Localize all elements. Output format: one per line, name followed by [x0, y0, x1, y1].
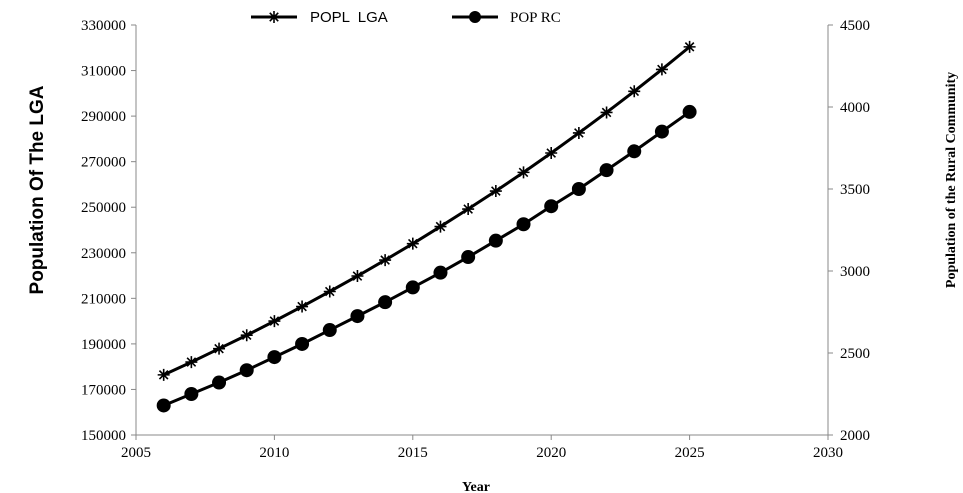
y-right-tick-label: 4500 — [840, 18, 870, 34]
x-tick-label: 2025 — [675, 445, 705, 461]
y-left-tick-label: 230000 — [81, 246, 126, 262]
data-point-star — [213, 342, 226, 355]
legend-label-pop-rc: POP RC — [510, 10, 561, 26]
data-point-star — [628, 85, 641, 98]
legend-label-popl-lga: POPL LGA — [310, 9, 388, 26]
x-axis-label: Year — [462, 480, 490, 493]
tick-labels: 2005 2010 2015 2020 2025 2030 150000 170000 1900… — [81, 18, 870, 461]
data-point-circle — [350, 309, 365, 324]
data-point-circle — [212, 375, 227, 390]
data-point-star — [572, 126, 585, 139]
y-left-tick-label: 210000 — [81, 291, 126, 307]
data-point-star — [434, 220, 447, 233]
data-point-circle — [239, 363, 254, 378]
data-point-star — [157, 368, 170, 381]
y-right-tick-label: 3000 — [840, 264, 870, 280]
y-right-tick-label: 4000 — [840, 100, 870, 116]
series-line — [163, 45, 691, 377]
data-point-circle — [322, 323, 337, 338]
y-right-tick-label: 2500 — [840, 346, 870, 362]
data-point-star — [268, 315, 281, 328]
data-point-circle — [405, 280, 420, 295]
y-left-tick-label: 290000 — [81, 109, 126, 125]
data-point-circle — [544, 199, 559, 214]
legend-star-marker — [268, 11, 280, 23]
series-layer — [156, 40, 697, 413]
data-point-star — [517, 166, 530, 179]
y-left-tick-label: 150000 — [81, 428, 126, 444]
series-line — [163, 110, 691, 407]
data-point-star — [185, 356, 198, 369]
x-tick-label: 2020 — [536, 445, 566, 461]
x-tick-label: 2030 — [813, 445, 843, 461]
data-point-circle — [184, 387, 199, 401]
axes — [131, 24, 833, 440]
data-point-star — [489, 185, 502, 198]
data-point-circle — [156, 398, 171, 413]
data-point-circle — [682, 104, 697, 119]
data-point-circle — [488, 233, 503, 248]
legend-item-pop-rc: POP RC — [452, 10, 561, 26]
data-point-star — [683, 40, 696, 53]
y-right-tick-label: 2000 — [840, 428, 870, 444]
legend-item-popl-lga: POPL LGA — [251, 9, 388, 26]
data-point-circle — [295, 336, 310, 351]
y-left-tick-label: 310000 — [81, 64, 126, 80]
y-axis-left-label: Population Of The LGA — [27, 85, 48, 294]
legend: POPL LGA POP RC — [251, 9, 561, 26]
y-left-tick-label: 190000 — [81, 337, 126, 353]
data-point-circle — [267, 350, 282, 365]
data-point-star — [545, 147, 558, 160]
data-point-star — [240, 329, 253, 342]
x-tick-label: 2005 — [121, 445, 151, 461]
data-point-star — [323, 285, 336, 298]
y-left-tick-label: 250000 — [81, 200, 126, 216]
y-right-tick-label: 3500 — [840, 182, 870, 198]
series-1 — [156, 104, 697, 413]
data-point-star — [379, 254, 392, 267]
data-point-circle — [654, 124, 669, 139]
data-point-circle — [433, 265, 448, 280]
data-point-circle — [571, 182, 586, 196]
y-left-tick-label: 330000 — [81, 18, 126, 34]
data-point-circle — [516, 217, 531, 232]
y-left-tick-label: 170000 — [81, 382, 126, 398]
data-point-star — [600, 106, 613, 119]
data-point-circle — [599, 163, 614, 178]
data-point-star — [655, 63, 668, 76]
legend-circle-marker — [469, 11, 481, 23]
x-tick-label: 2015 — [398, 445, 428, 461]
data-point-circle — [378, 295, 393, 310]
data-point-circle — [627, 144, 642, 159]
data-point-circle — [461, 250, 476, 265]
data-point-star — [462, 203, 475, 216]
data-point-star — [296, 300, 309, 313]
legend-star-glyph — [268, 11, 280, 23]
x-tick-label: 2010 — [259, 445, 289, 461]
data-point-star — [406, 237, 419, 250]
y-left-tick-label: 270000 — [81, 155, 126, 171]
y-axis-right-label: Population of the Rural Community — [944, 72, 959, 288]
series-0 — [157, 40, 696, 381]
data-point-star — [351, 270, 364, 283]
